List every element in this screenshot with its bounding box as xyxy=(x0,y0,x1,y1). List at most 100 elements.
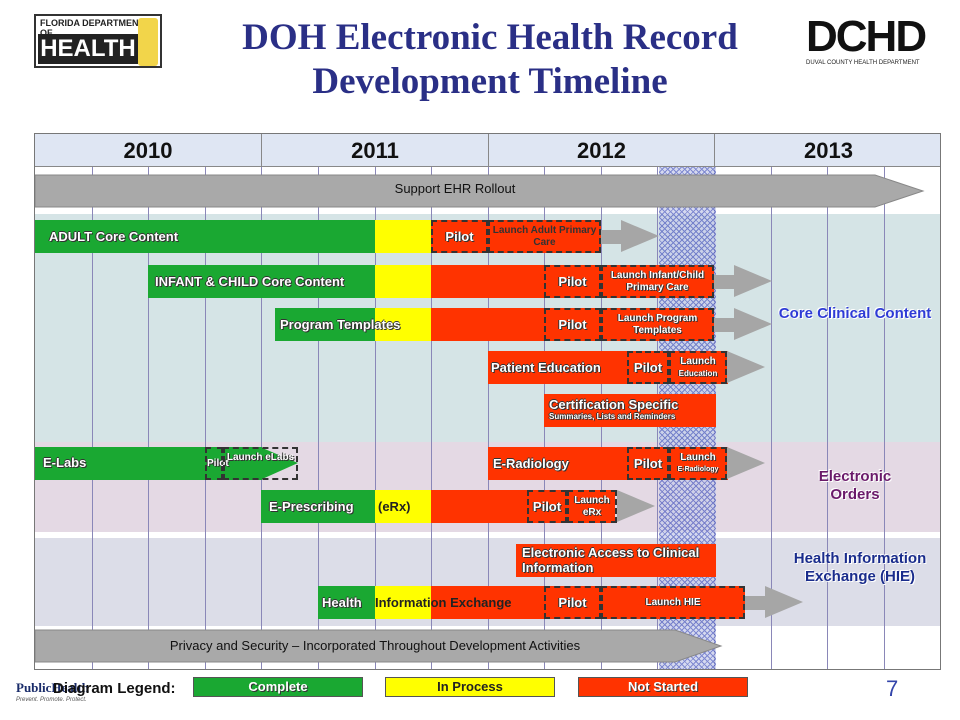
year-2011: 2011 xyxy=(262,134,489,167)
core-clinical-category: Core Clinical Content xyxy=(778,305,932,322)
patient-arrow-head xyxy=(727,351,765,383)
support-ehr-rollout-label: Support EHR Rollout xyxy=(394,181,516,196)
adult-launch-box: Launch Adult Primary Care xyxy=(488,220,601,253)
adult-core-inprocess-bar xyxy=(375,220,431,253)
hie-label-1: Health xyxy=(322,595,362,610)
eradiology-bar xyxy=(488,447,728,480)
infant-core-notstarted-bar xyxy=(431,265,714,298)
public-health-logo: PublicHealth xyxy=(16,680,89,696)
dchd-logo-subtext: DUVAL COUNTY HEALTH DEPARTMENT xyxy=(806,60,920,66)
electronic-access-bar xyxy=(516,544,716,577)
eradiology-launch-line1: Launch xyxy=(680,452,716,463)
program-arrow-shaft xyxy=(714,318,734,332)
infant-launch-box: Launch Infant/Child Primary Care xyxy=(601,265,714,298)
patient-launch-line2: Education xyxy=(678,369,718,378)
program-pilot-box: Pilot xyxy=(544,308,601,341)
program-arrow-head xyxy=(734,308,772,340)
patient-launch-box: Launch Education xyxy=(669,351,727,384)
florida-state-icon xyxy=(138,18,158,66)
erx-arrow-head xyxy=(617,490,655,522)
grid-line xyxy=(205,167,206,669)
hie-label-2: Information Exchange xyxy=(375,595,512,610)
patient-education-bar xyxy=(488,351,728,384)
privacy-security-label: Privacy and Security – Incorporated Thro… xyxy=(169,638,581,653)
erx-label: E-Prescribing xyxy=(269,499,354,514)
infant-pilot-box: Pilot xyxy=(544,265,601,298)
legend-in-process: In Process xyxy=(385,677,555,697)
hie-notstarted-bar xyxy=(431,586,745,619)
title-line-2: Development Timeline xyxy=(312,61,668,102)
elabs-label: E-Labs xyxy=(43,455,87,470)
support-ehr-rollout-arrow xyxy=(35,174,925,208)
hie-category: Health Information Exchange (HIE) xyxy=(793,550,927,585)
timeline-chart: 2010 2011 2012 2013 Support EHR Rollout … xyxy=(34,133,941,670)
hie-arrow-head xyxy=(765,586,803,618)
page-number: 7 xyxy=(886,676,899,701)
erx-launch-box: Launch eRx xyxy=(567,490,617,523)
title-line-1: DOH Electronic Health Record xyxy=(242,17,738,58)
program-complete-bar xyxy=(275,308,375,341)
program-notstarted-bar xyxy=(431,308,714,341)
eradiology-pilot-box: Pilot xyxy=(627,447,669,480)
infant-arrow-shaft xyxy=(714,275,734,289)
legend-title: Diagram Legend: xyxy=(53,680,176,697)
year-2013: 2013 xyxy=(715,134,940,167)
grid-line xyxy=(375,167,376,669)
electronic-orders-category: Electronic Orders xyxy=(818,468,892,503)
eradiology-launch-line2: E-Radiology xyxy=(677,466,719,473)
certification-label: Certification Specific xyxy=(549,397,679,412)
eradiology-label: E-Radiology xyxy=(493,456,569,471)
adult-core-label: ADULT Core Content xyxy=(49,229,179,244)
erx-label-2: (eRx) xyxy=(378,499,411,514)
grid-line xyxy=(318,167,319,669)
adult-arrow-shaft xyxy=(601,230,621,244)
erx-inprocess-bar xyxy=(375,490,431,523)
adult-pilot-box: Pilot xyxy=(431,220,488,253)
certification-bar xyxy=(544,394,716,427)
grid-line xyxy=(771,167,772,669)
adult-core-complete-bar xyxy=(35,220,375,253)
grid-line xyxy=(431,167,432,669)
hie-pilot-box: Pilot xyxy=(544,586,601,619)
logo-top-text: FLORIDA DEPARTMENT OF xyxy=(40,18,144,38)
grid-line xyxy=(488,167,489,669)
logo-health-text: HEALTH xyxy=(38,34,138,64)
certification-sublabel: Summaries, Lists and Reminders xyxy=(549,412,676,421)
infant-core-inprocess-bar xyxy=(375,265,431,298)
page-title: DOH Electronic Health Record Development… xyxy=(180,16,800,104)
electronic-access-label: Electronic Access to Clinical Informatio… xyxy=(522,545,700,575)
grid-line xyxy=(827,167,828,669)
grid-line xyxy=(884,167,885,669)
hie-launch-box: Launch HIE xyxy=(601,586,745,619)
eradiology-arrow-head xyxy=(727,447,765,479)
program-inprocess-bar xyxy=(375,308,431,341)
year-2010: 2010 xyxy=(35,134,262,167)
erx-complete-bar xyxy=(261,490,375,523)
elabs-launch-box: Launch eLabs xyxy=(223,447,298,480)
elabs-green-arrow xyxy=(205,447,298,480)
hie-arrow-shaft xyxy=(745,596,765,610)
public-health-tagline: Prevent. Promote. Protect. xyxy=(16,697,87,703)
adult-arrow-head xyxy=(621,220,659,252)
elabs-pilot-box: Pilot xyxy=(205,447,229,480)
adult-core-notstarted-bar xyxy=(431,220,601,253)
patient-education-label: Patient Education xyxy=(491,360,601,375)
hie-inprocess-bar xyxy=(375,586,431,619)
infant-core-complete-bar xyxy=(148,265,375,298)
dchd-logo-text: DCHD xyxy=(806,12,927,61)
hie-complete-bar xyxy=(318,586,375,619)
program-label: Program Templates xyxy=(280,317,401,332)
legend-complete: Complete xyxy=(193,677,363,697)
infant-core-label: INFANT & CHILD Core Content xyxy=(155,274,345,289)
dchd-logo: DCHD DUVAL COUNTY HEALTH DEPARTMENT xyxy=(806,14,944,70)
erx-notstarted-bar xyxy=(431,490,615,523)
grid-line xyxy=(261,167,262,669)
erx-pilot-box: Pilot xyxy=(527,490,567,523)
grid-line xyxy=(92,167,93,669)
year-2012: 2012 xyxy=(489,134,715,167)
privacy-security-arrow xyxy=(35,629,723,663)
legend-not-started: Not Started xyxy=(578,677,748,697)
infant-arrow-head xyxy=(734,265,772,297)
patient-pilot-box: Pilot xyxy=(627,351,669,384)
patient-launch-line1: Launch xyxy=(680,356,716,367)
